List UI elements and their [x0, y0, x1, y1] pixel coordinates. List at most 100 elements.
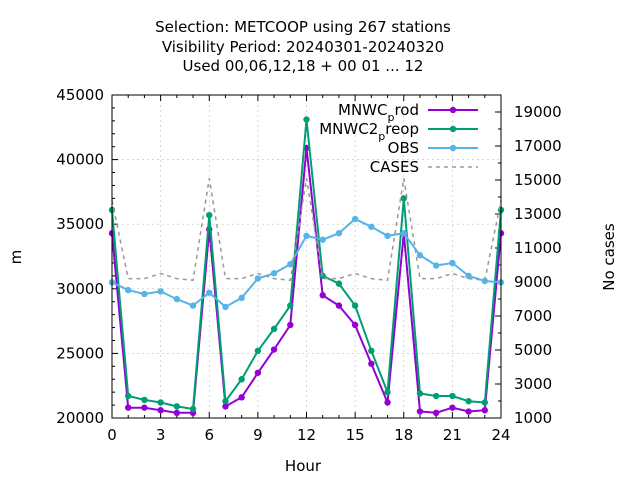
x-tick-label: 21	[443, 426, 462, 444]
mnwc2-preop-data-point	[157, 399, 164, 406]
mnwc2-preop-data-point	[400, 195, 407, 202]
obs-series-line	[111, 217, 502, 309]
y-tick-label: 35000	[56, 215, 104, 233]
obs-data-point	[351, 215, 359, 223]
y2-tick-label: 19000	[514, 103, 562, 121]
y2-tick-label: 13000	[514, 205, 562, 223]
obs-data-point	[335, 230, 343, 237]
mnwc2-preop-legend-label: MNWC2preop	[319, 120, 419, 143]
mnwc-prod-data-point	[173, 409, 181, 417]
y2-tick-label: 17000	[514, 137, 562, 155]
mnwc2-preop-data-point	[351, 302, 359, 309]
chart-title-line-2: Visibility Period: 20240301-20240320	[162, 38, 444, 56]
series-layer	[108, 116, 505, 417]
y2-tick-label: 1000	[514, 409, 552, 427]
plot-frame	[111, 94, 502, 419]
obs-data-point	[189, 302, 197, 309]
mnwc2-preop-legend-suffix: reop	[385, 120, 419, 138]
mnwc2-preop-data-point	[141, 396, 148, 404]
y2-tick-label: 3000	[514, 375, 552, 393]
mnwc-prod-legend-suffix: rod	[394, 101, 419, 119]
y2-tick-label: 5000	[514, 341, 552, 359]
mnwc-prod-data-point	[270, 346, 278, 353]
obs-data-point	[319, 236, 326, 243]
chart-title-line-3: Used 00,06,12,18 + 00 01 ... 12	[183, 57, 424, 75]
mnwc-prod-data-point	[222, 403, 229, 410]
mnwc2-preop-data-point	[384, 388, 391, 396]
obs-legend-marker	[449, 144, 457, 152]
mnwc-prod-data-point	[319, 292, 326, 299]
mnwc2-preop-data-point	[189, 405, 197, 413]
mnwc-prod-data-point	[125, 404, 132, 411]
obs-data-point	[400, 230, 407, 237]
cases-legend-text: CASES	[370, 158, 419, 176]
y-tick-label: 25000	[56, 344, 104, 362]
y-tick-label: 30000	[56, 280, 104, 298]
mnwc-prod-data-point	[432, 409, 440, 417]
mnwc-prod-data-point	[384, 399, 391, 406]
axis-ticks: 0 3 6 9 12 15 18 21 24 20000 25000 30000 35000 40000 4…	[56, 86, 561, 444]
x-axis-title: Hour	[285, 457, 322, 475]
mnwc2-preop-data-point	[303, 116, 310, 123]
mnwc-prod-legend-label: MNWCprod	[338, 101, 419, 124]
y2-tick-label: 15000	[514, 171, 562, 189]
mnwc2-preop-data-point	[238, 376, 245, 383]
obs-data-point	[206, 289, 213, 296]
mnwc-prod-data-point	[351, 321, 359, 329]
obs-data-point	[432, 262, 440, 269]
mnwc-prod-data-point	[254, 369, 262, 376]
mnwc2-preop-data-point	[335, 280, 343, 287]
x-tick-label: 18	[394, 426, 413, 444]
chart-title-line-1: Selection: METCOOP using 267 stations	[155, 18, 451, 36]
x-tick-label: 6	[204, 426, 214, 444]
x-tick-label: 0	[107, 426, 117, 444]
x-tick-label: 24	[491, 426, 510, 444]
y-axis-title: m	[7, 250, 25, 265]
chart-title: Selection: METCOOP using 267 stations Vi…	[155, 18, 451, 75]
mnwc2-preop-data-point	[173, 403, 181, 410]
cases-legend-label: CASES	[370, 158, 419, 176]
mnwc2-preop-data-point	[465, 398, 472, 405]
obs-data-point	[141, 290, 148, 298]
mnwc2-preop-data-point	[270, 325, 278, 333]
mnwc-prod-data-point	[481, 407, 488, 414]
mnwc2-preop-data-point	[287, 302, 294, 309]
obs-data-point	[270, 270, 278, 277]
obs-data-point	[449, 259, 456, 267]
mnwc-prod-data-point	[287, 321, 294, 329]
obs-data-point	[384, 232, 391, 240]
x-tick-label: 3	[156, 426, 166, 444]
mnwc2-preop-data-point	[481, 399, 488, 406]
y-tick-label: 40000	[56, 151, 104, 169]
mnwc-prod-legend-subscript: p	[387, 111, 394, 124]
y2-tick-label: 9000	[514, 273, 552, 291]
mnwc2-preop-data-point	[125, 392, 132, 400]
mnwc2-preop-legend-text: MNWC2	[319, 120, 378, 138]
y2-tick-label: 11000	[514, 239, 562, 257]
grid	[111, 94, 502, 419]
obs-data-point	[157, 288, 164, 295]
x-tick-label: 9	[253, 426, 263, 444]
mnwc2-preop-legend-subscript: p	[378, 130, 385, 143]
mnwc-prod-data-point	[449, 404, 456, 411]
mnwc2-preop-data-point	[432, 392, 440, 400]
obs-legend-label: OBS	[388, 139, 419, 157]
obs-data-point	[465, 272, 472, 280]
mnwc2-preop-data-point	[254, 347, 262, 355]
obs-data-point	[303, 232, 310, 240]
mnwc-prod-data-point	[141, 404, 148, 411]
mnwc-prod-data-point	[368, 360, 375, 367]
mnwc-prod-data-point	[465, 408, 472, 415]
y2-axis-title: No cases	[600, 223, 618, 291]
obs-data-point	[222, 303, 229, 311]
mnwc-prod-legend-text: MNWC	[338, 101, 387, 119]
obs-data-point	[238, 294, 245, 302]
mnwc-prod-data-point	[416, 408, 424, 415]
cases-series-line	[111, 178, 502, 282]
obs-data-point	[125, 286, 132, 294]
mnwc2-preop-data-point	[222, 398, 229, 405]
obs-data-point	[416, 252, 424, 259]
mnwc2-preop-data-point	[449, 392, 456, 400]
mnwc-prod-data-point	[157, 407, 164, 414]
